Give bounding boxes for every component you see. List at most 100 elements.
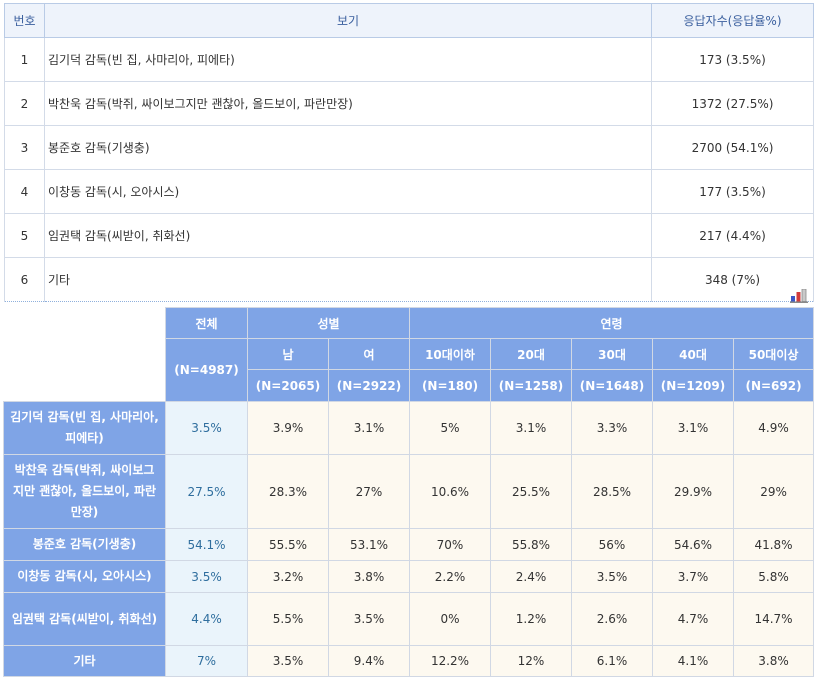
corner-cell [3,307,166,402]
table-row: 임권택 감독(씨받이, 취화선) 4.4% 5.5% 3.5% 0% 1.2% … [3,592,815,646]
cell-value: 3.7% [652,560,734,593]
total-n: (N=4987) [165,338,248,402]
column-n: (N=1209) [652,369,734,402]
crosstab-table: 전체 성별 연령 (N=4987) 남 여 10대이하 20대 30대 40대 … [3,307,815,677]
cell-value: 5% [409,401,491,455]
row-label: 임권택 감독(씨받이, 취화선) [3,592,166,646]
row-number: 2 [4,81,45,126]
total-value: 54.1% [165,528,248,561]
row-number: 6 [4,257,45,302]
column-n: (N=2922) [328,369,410,402]
cell-value: 3.1% [490,401,572,455]
cell-value: 55.8% [490,528,572,561]
cell-value: 3.5% [328,592,410,646]
response-count: 2700 (54.1%) [651,125,814,170]
cell-value: 3.2% [247,560,329,593]
cell-value: 0% [409,592,491,646]
table-row: 김기덕 감독(빈 집, 사마리아, 피에타) 3.5% 3.9% 3.1% 5%… [3,401,815,455]
cell-value: 3.1% [328,401,410,455]
response-count: 1372 (27.5%) [651,81,814,126]
cell-value: 27% [328,454,410,529]
total-header: 전체 [165,307,248,339]
cell-value: 5.5% [247,592,329,646]
table-row: 3 봉준호 감독(기생충) 2700 (54.1%) [4,125,814,170]
row-number: 3 [4,125,45,170]
cell-value: 28.3% [247,454,329,529]
cell-value: 10.6% [409,454,491,529]
response-count: 217 (4.4%) [651,213,814,258]
cell-value: 3.3% [571,401,653,455]
option-label: 임권택 감독(씨받이, 취화선) [44,213,652,258]
option-label: 김기덕 감독(빈 집, 사마리아, 피에타) [44,37,652,82]
cell-value: 4.7% [652,592,734,646]
cell-value: 56% [571,528,653,561]
header-option: 보기 [44,3,652,38]
table-row: 6 기타 348 (7%) [4,257,814,302]
header-responses: 응답자수(응답율%) [651,3,814,38]
column-label: 10대이하 [409,338,491,370]
column-n: (N=692) [732,369,815,402]
cell-value: 5.8% [732,560,815,593]
cell-value: 29.9% [652,454,734,529]
response-count: 173 (3.5%) [651,37,814,82]
option-label: 기타 [44,257,652,302]
row-label: 기타 [3,645,166,677]
cell-value: 4.1% [652,645,734,677]
row-label: 봉준호 감독(기생충) [3,528,166,561]
option-label: 박찬욱 감독(박쥐, 싸이보그지만 괜찮아, 올드보이, 파란만장) [44,81,652,126]
cell-value: 29% [732,454,815,529]
column-label: 50대이상 [732,338,815,370]
cell-value: 3.9% [247,401,329,455]
cell-value: 41.8% [732,528,815,561]
cell-value: 1.2% [490,592,572,646]
cell-value: 3.1% [652,401,734,455]
table-row: 4 이창동 감독(시, 오아시스) 177 (3.5%) [4,169,814,214]
table-row: 기타 7% 3.5% 9.4% 12.2% 12% 6.1% 4.1% 3.8% [3,645,815,677]
column-n: (N=1258) [490,369,572,402]
cell-value: 54.6% [652,528,734,561]
crosstab-n-header: (N=2065) (N=2922) (N=180) (N=1258) (N=16… [4,369,815,402]
crosstab-group-header: 전체 성별 연령 [3,307,815,402]
column-label: 20대 [490,338,572,370]
cell-value: 6.1% [571,645,653,677]
cell-value: 3.5% [247,645,329,677]
row-label: 이창동 감독(시, 오아시스) [3,560,166,593]
crosstab-column-header: (N=4987) 남 여 10대이하 20대 30대 40대 50대이상 [4,338,815,402]
table-row: 1 김기덕 감독(빈 집, 사마리아, 피에타) 173 (3.5%) [4,37,814,82]
cell-value: 12% [490,645,572,677]
total-value: 4.4% [165,592,248,646]
cell-value: 55.5% [247,528,329,561]
bar-chart-icon[interactable] [790,289,808,303]
row-number: 1 [4,37,45,82]
total-value: 3.5% [165,401,248,455]
cell-value: 70% [409,528,491,561]
total-value: 27.5% [165,454,248,529]
column-label: 40대 [652,338,734,370]
column-label: 남 [247,338,329,370]
cell-value: 2.4% [490,560,572,593]
table-row: 2 박찬욱 감독(박쥐, 싸이보그지만 괜찮아, 올드보이, 파란만장) 137… [4,81,814,126]
cell-value: 12.2% [409,645,491,677]
row-label: 박찬욱 감독(박쥐, 싸이보그지만 괜찮아, 올드보이, 파란만장) [3,454,166,529]
column-label: 30대 [571,338,653,370]
cell-value: 3.8% [328,560,410,593]
column-n: (N=1648) [571,369,653,402]
row-label: 김기덕 감독(빈 집, 사마리아, 피에타) [3,401,166,455]
cell-value: 14.7% [732,592,815,646]
gender-header: 성별 [247,307,410,339]
row-number: 4 [4,169,45,214]
total-value: 7% [165,645,248,677]
option-label: 봉준호 감독(기생충) [44,125,652,170]
column-n: (N=2065) [247,369,329,402]
age-header: 연령 [408,307,815,339]
row-number: 5 [4,213,45,258]
cell-value: 3.8% [732,645,815,677]
cell-value: 9.4% [328,645,410,677]
cell-value: 4.9% [732,401,815,455]
option-label: 이창동 감독(시, 오아시스) [44,169,652,214]
cell-value: 2.2% [409,560,491,593]
column-label: 여 [328,338,410,370]
cell-value: 3.5% [571,560,653,593]
table-row: 이창동 감독(시, 오아시스) 3.5% 3.2% 3.8% 2.2% 2.4%… [3,560,815,593]
header-no: 번호 [4,3,45,38]
